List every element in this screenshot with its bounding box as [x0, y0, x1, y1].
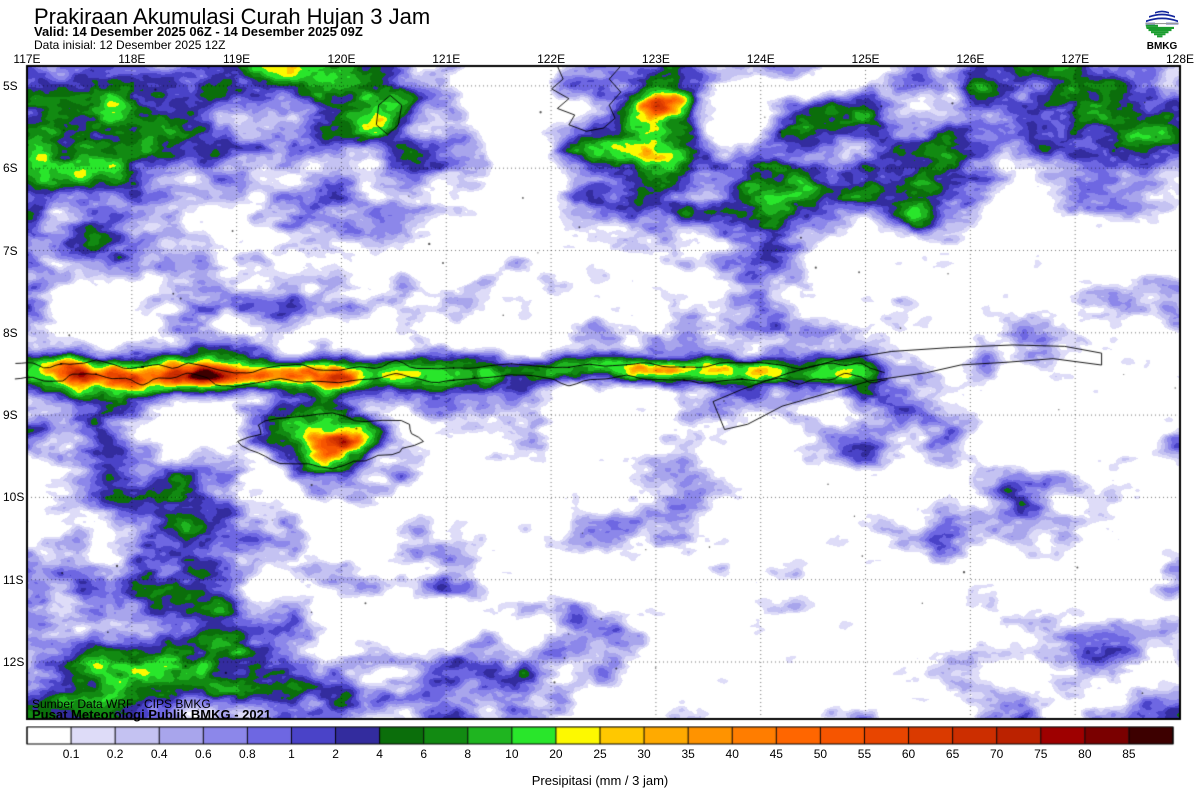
- svg-text:BMKG: BMKG: [1147, 41, 1178, 52]
